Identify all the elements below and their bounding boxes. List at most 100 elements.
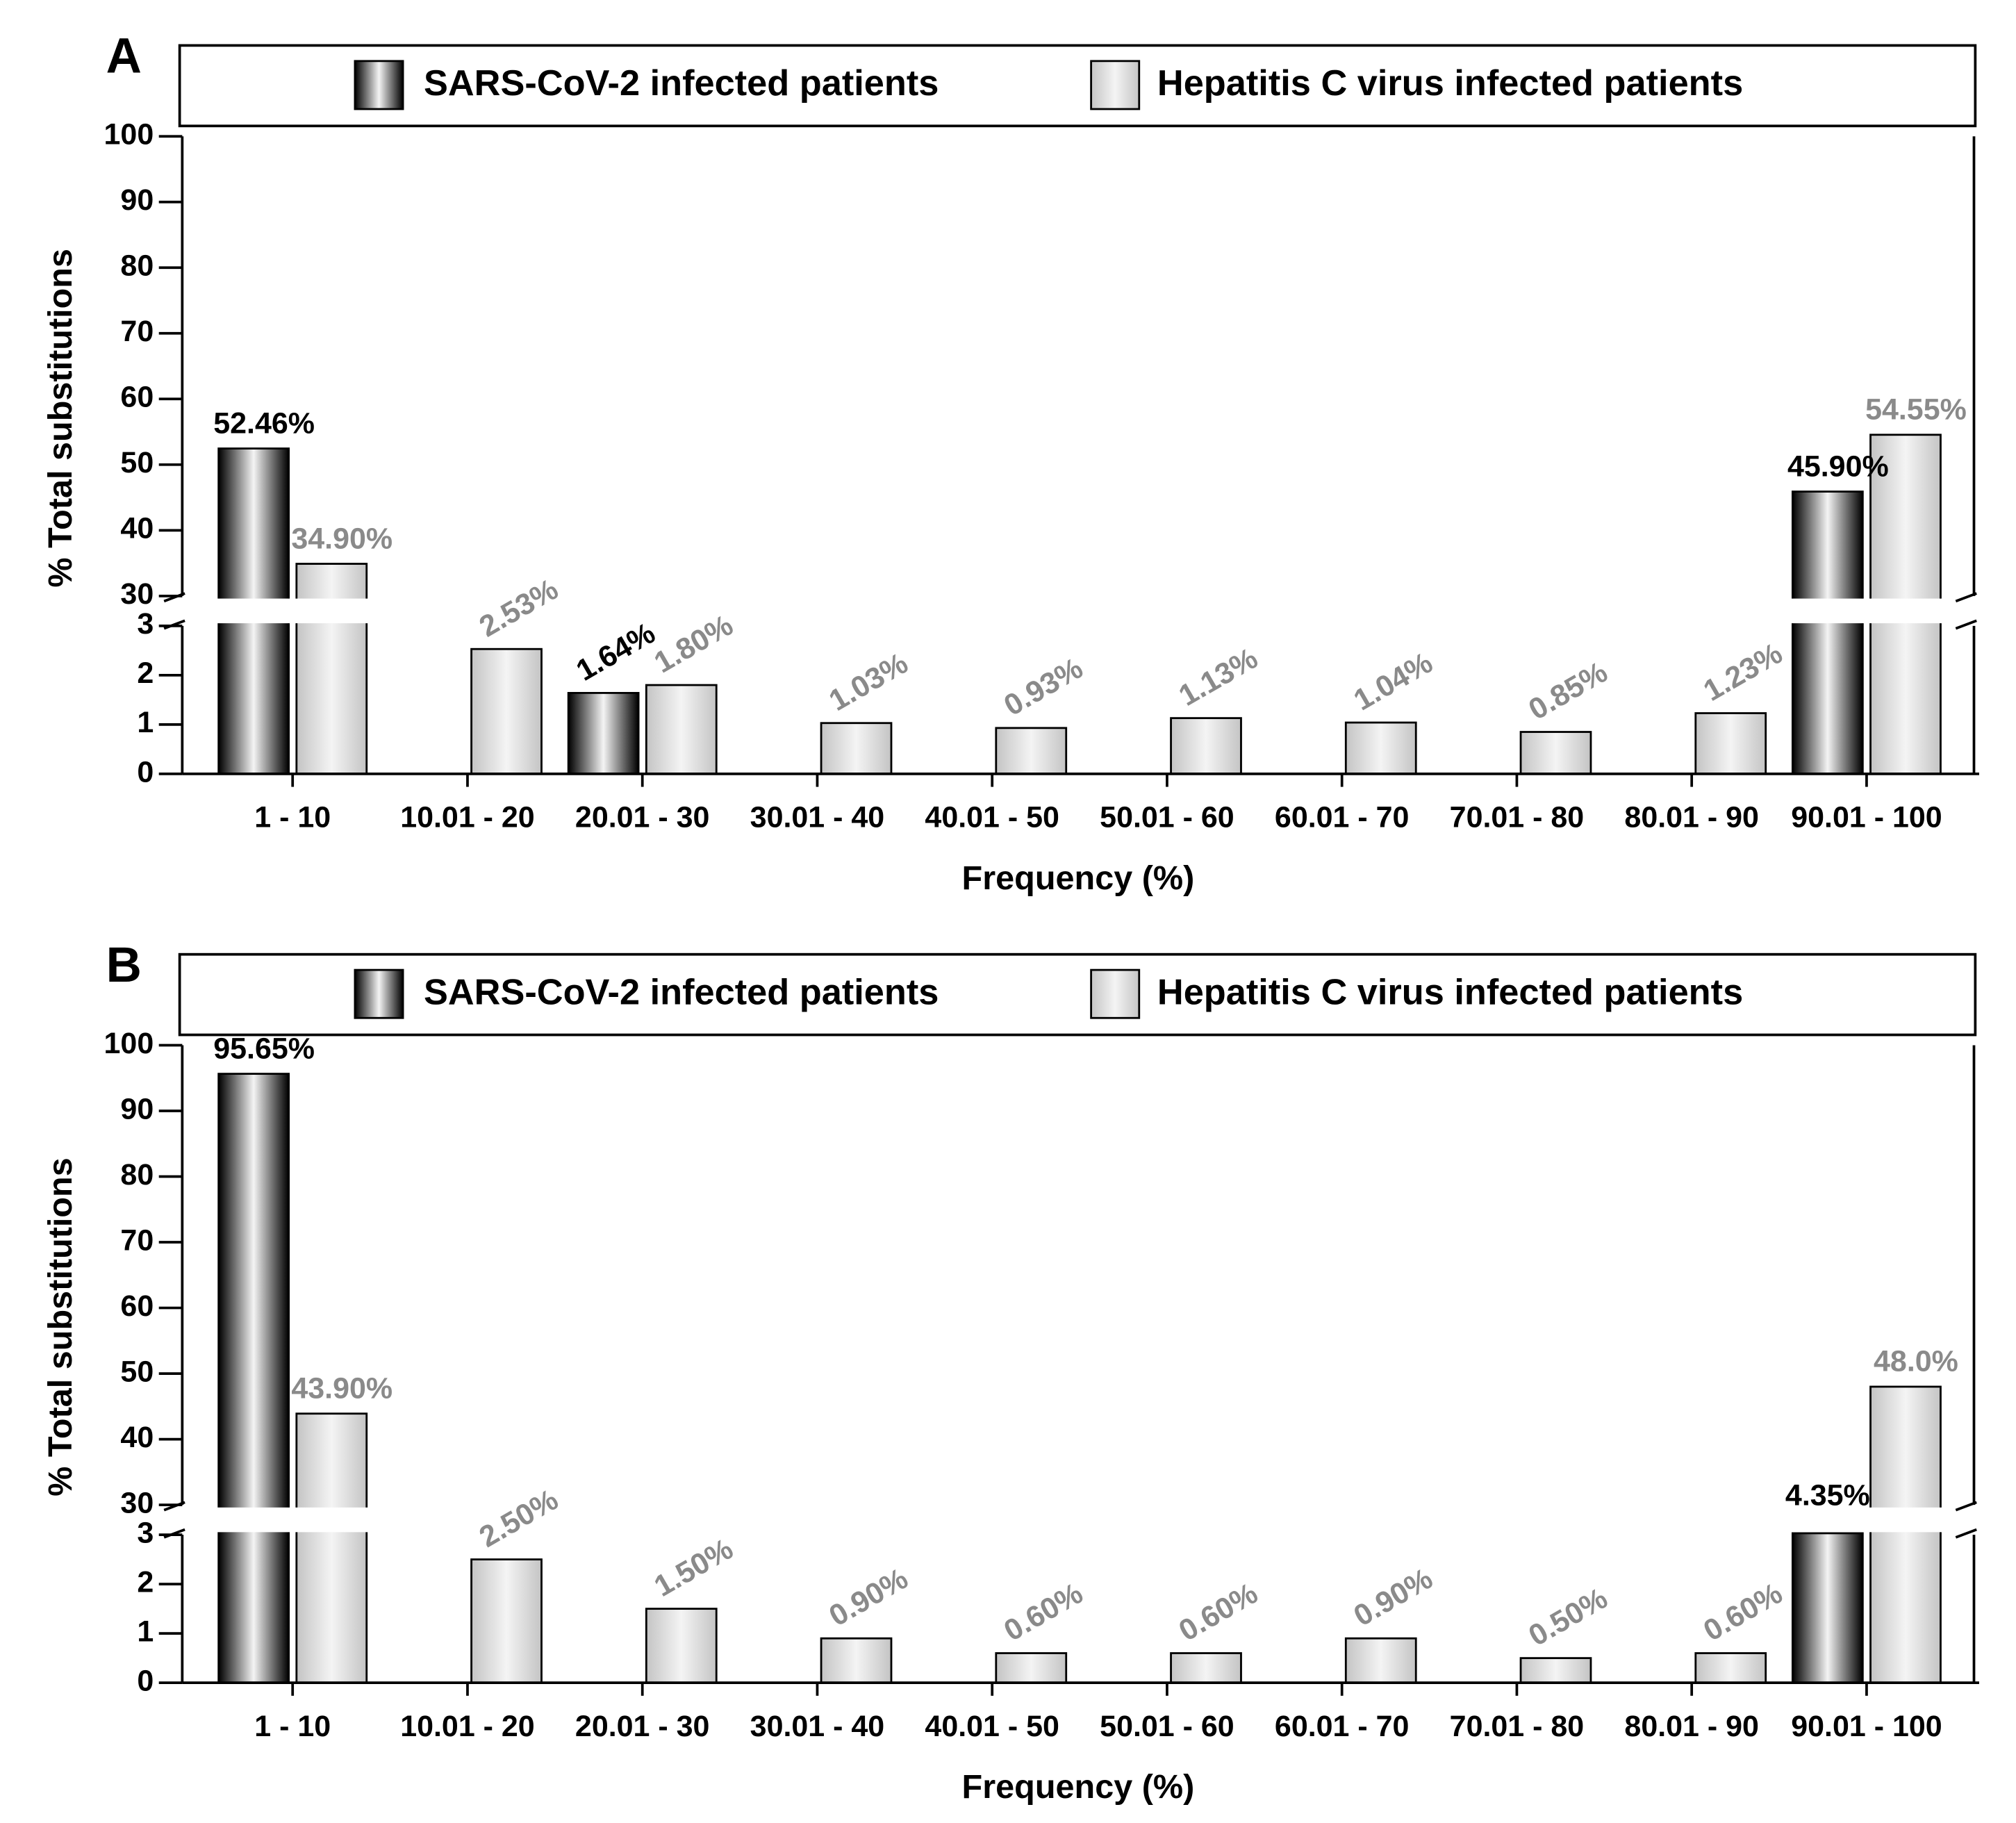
bar <box>1694 1652 1767 1684</box>
value-label: 0.90% <box>1348 1562 1439 1633</box>
value-label: 0.85% <box>1523 655 1614 726</box>
legend-swatch <box>354 968 404 1019</box>
x-tick-label: 80.01 - 90 <box>1624 1710 1759 1743</box>
bar <box>1869 1385 1942 1684</box>
bar <box>995 727 1068 775</box>
y-tick-label: 0 <box>137 755 154 789</box>
bar <box>1519 1657 1592 1684</box>
value-label: 1.23% <box>1698 636 1788 707</box>
y-tick-label: 3 <box>137 1516 154 1549</box>
y-tick-label: 0 <box>137 1665 154 1698</box>
x-tick-label: 80.01 - 90 <box>1624 801 1759 834</box>
legend-box <box>178 44 1977 128</box>
bar <box>1519 731 1592 775</box>
bar <box>645 1608 718 1684</box>
x-tick-label: 70.01 - 80 <box>1450 801 1585 834</box>
value-label: 0.93% <box>998 652 1089 723</box>
y-axis-title: % Total substitutions <box>42 249 79 588</box>
value-label: 0.50% <box>1523 1581 1614 1652</box>
value-label: 1.03% <box>824 647 914 718</box>
bar <box>1792 490 1864 775</box>
y-tick-label: 1 <box>137 706 154 739</box>
y-tick-label: 100 <box>104 118 154 151</box>
y-tick-label: 100 <box>104 1027 154 1060</box>
break-mark <box>163 619 185 630</box>
break-mark <box>163 1528 185 1539</box>
legend-swatch <box>1090 968 1141 1019</box>
y-tick-label: 3 <box>137 607 154 641</box>
y-tick-label: 60 <box>120 381 154 414</box>
x-tick-label: 1 - 10 <box>254 1710 331 1743</box>
legend-label: SARS-CoV-2 infected patients <box>424 972 939 1012</box>
y-tick-label: 80 <box>120 1158 154 1191</box>
x-tick-label: 50.01 - 60 <box>1100 801 1234 834</box>
x-tick-label: 10.01 - 20 <box>400 1710 535 1743</box>
bar <box>1792 1532 1864 1684</box>
bar <box>1344 721 1417 775</box>
bar <box>567 692 640 775</box>
y-tick-label: 60 <box>120 1289 154 1323</box>
panel-label: B <box>106 938 142 993</box>
axis-break <box>156 1507 2000 1533</box>
bar <box>295 1412 368 1684</box>
value-label: 2.50% <box>474 1483 564 1553</box>
y-tick-label: 30 <box>120 1486 154 1519</box>
value-label: 1.64% <box>571 616 661 687</box>
bar <box>1694 712 1767 775</box>
bar <box>1170 1652 1242 1684</box>
legend-label: Hepatitis C virus infected patients <box>1157 63 1743 104</box>
x-tick-label: 90.01 - 100 <box>1791 1710 1942 1743</box>
bar <box>470 1558 543 1684</box>
y-tick-label: 90 <box>120 1092 154 1125</box>
y-tick-label: 50 <box>120 1355 154 1388</box>
x-tick-label: 10.01 - 20 <box>400 801 535 834</box>
value-label: 2.53% <box>474 572 564 643</box>
x-tick-label: 70.01 - 80 <box>1450 1710 1585 1743</box>
x-tick-label: 40.01 - 50 <box>925 801 1059 834</box>
y-tick-label: 2 <box>137 1565 154 1599</box>
axis-break <box>156 598 2000 624</box>
value-label: 0.90% <box>824 1562 914 1633</box>
x-tick-label: 50.01 - 60 <box>1100 1710 1234 1743</box>
value-label: 52.46% <box>213 406 315 440</box>
bar <box>1344 1637 1417 1684</box>
y-tick-label: 40 <box>120 512 154 545</box>
x-tick-label: 1 - 10 <box>254 801 331 834</box>
legend-swatch <box>1090 60 1141 110</box>
bar <box>1170 717 1242 775</box>
bar <box>217 1073 290 1684</box>
y-tick-label: 2 <box>137 657 154 690</box>
y-tick-label: 70 <box>120 1223 154 1257</box>
bar <box>995 1652 1068 1684</box>
y-axis-title: % Total substitutions <box>42 1157 79 1496</box>
break-mark <box>1955 619 1977 630</box>
bar <box>645 684 718 775</box>
value-label: 48.0% <box>1874 1345 1958 1378</box>
panel-label: A <box>106 29 142 84</box>
y-tick-label: 30 <box>120 577 154 611</box>
x-tick-label: 20.01 - 30 <box>575 1710 710 1743</box>
value-label: 0.60% <box>1698 1576 1788 1647</box>
break-mark <box>1955 1528 1977 1539</box>
legend-box <box>178 952 1977 1037</box>
legend-label: SARS-CoV-2 infected patients <box>424 63 939 104</box>
x-tick-label: 60.01 - 70 <box>1275 801 1410 834</box>
value-label: 1.13% <box>1173 641 1264 712</box>
x-axis-title: Frequency (%) <box>962 1768 1195 1806</box>
bar <box>820 722 893 775</box>
value-label: 45.90% <box>1787 449 1889 483</box>
legend-label: Hepatitis C virus infected patients <box>1157 972 1743 1012</box>
value-label: 43.90% <box>291 1371 393 1405</box>
x-tick-label: 60.01 - 70 <box>1275 1710 1410 1743</box>
y-tick-label: 40 <box>120 1421 154 1454</box>
value-label: 0.60% <box>1173 1576 1264 1647</box>
x-tick-label: 30.01 - 40 <box>750 1710 885 1743</box>
value-label: 1.50% <box>649 1532 739 1603</box>
x-tick-label: 40.01 - 50 <box>925 1710 1059 1743</box>
value-label: 95.65% <box>213 1032 315 1065</box>
y-tick-label: 1 <box>137 1615 154 1648</box>
y-tick-label: 90 <box>120 183 154 217</box>
value-label: 4.35% <box>1785 1478 1870 1512</box>
x-axis-title: Frequency (%) <box>962 859 1195 897</box>
